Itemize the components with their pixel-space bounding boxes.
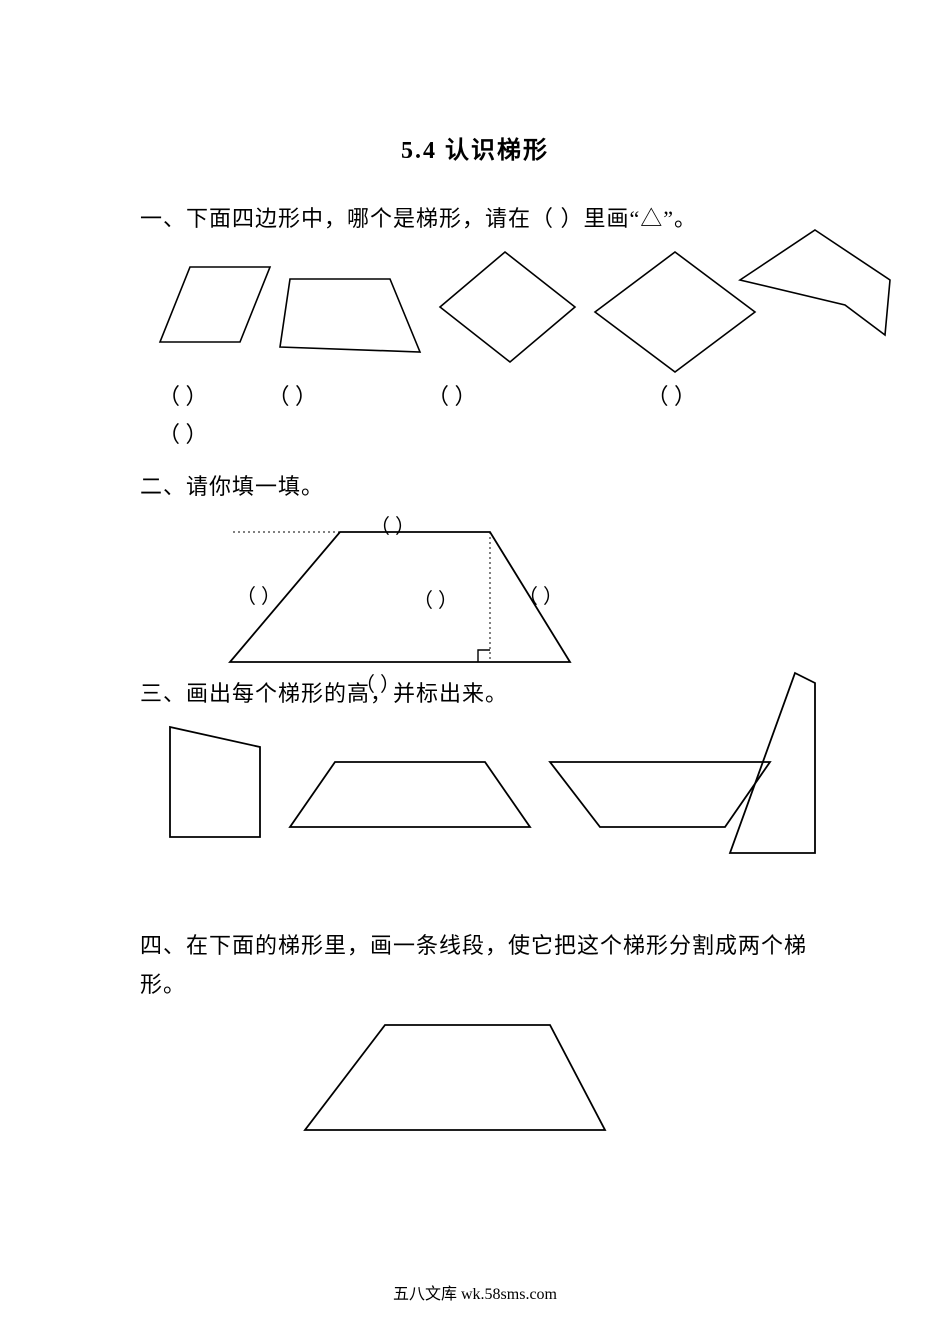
q1-blank-3: （ ）: [427, 379, 477, 411]
q4-prompt-line1: 四、在下面的梯形里，画一条线段，使它把这个梯形分割成两个梯: [140, 922, 810, 970]
q2-blank-height: （ ）: [413, 584, 458, 613]
q1-shape-1: [160, 267, 270, 342]
q1-shape-2: [280, 279, 420, 352]
q1-blanks-row: （ ） （ ） （ ） （ ）: [140, 379, 810, 411]
q1-shape-4: [595, 252, 755, 372]
q1-shape-5-wrap: [740, 225, 900, 360]
q2-blank-bottom: （ ）: [355, 668, 400, 697]
q1-shape-3: [440, 252, 575, 362]
page-title: 5.4 认识梯形: [140, 130, 810, 165]
q3-shape-4-wrap: [725, 668, 825, 873]
q2-figure-row: （ ） （ ） （ ） （ ） （ ）: [140, 512, 810, 692]
q1-prompt: 一、下面四边形中，哪个是梯形，请在（ ）里画“△”。: [140, 195, 810, 243]
q1-shapes-row: [140, 247, 810, 377]
q2-blank-left: （ ）: [236, 580, 281, 609]
q3-shapes-row: [140, 712, 810, 912]
q2-prompt: 二、请你填一填。: [140, 463, 810, 511]
q1-shape-5: [740, 230, 890, 335]
q1-blank-5: （ ）: [158, 417, 208, 449]
q1-blank-1: （ ）: [158, 379, 208, 411]
page: 5.4 认识梯形 一、下面四边形中，哪个是梯形，请在（ ）里画“△”。 （ ） …: [0, 0, 950, 1344]
q1-extra-blank-row: （ ）: [140, 417, 810, 449]
q1-shapes-svg: [140, 247, 810, 377]
q3-shape-1: [170, 727, 260, 837]
q3-shape-2: [290, 762, 530, 827]
footer-text: 五八文库 wk.58sms.com: [0, 1280, 950, 1304]
q4-svg: [140, 1015, 810, 1155]
q1-shape-5-svg: [740, 225, 900, 355]
q4-trapezoid: [305, 1025, 605, 1130]
q1-blank-2: （ ）: [268, 379, 318, 411]
q4-figure-row: [140, 1015, 810, 1155]
q2-right-angle: [478, 650, 490, 662]
q2-blank-top: （ ）: [370, 510, 415, 539]
q3-shape-4-svg: [725, 668, 825, 868]
q1-blank-4: （ ）: [647, 379, 697, 411]
q2-blank-right: （ ）: [518, 580, 563, 609]
q3-shape-4: [730, 673, 815, 853]
